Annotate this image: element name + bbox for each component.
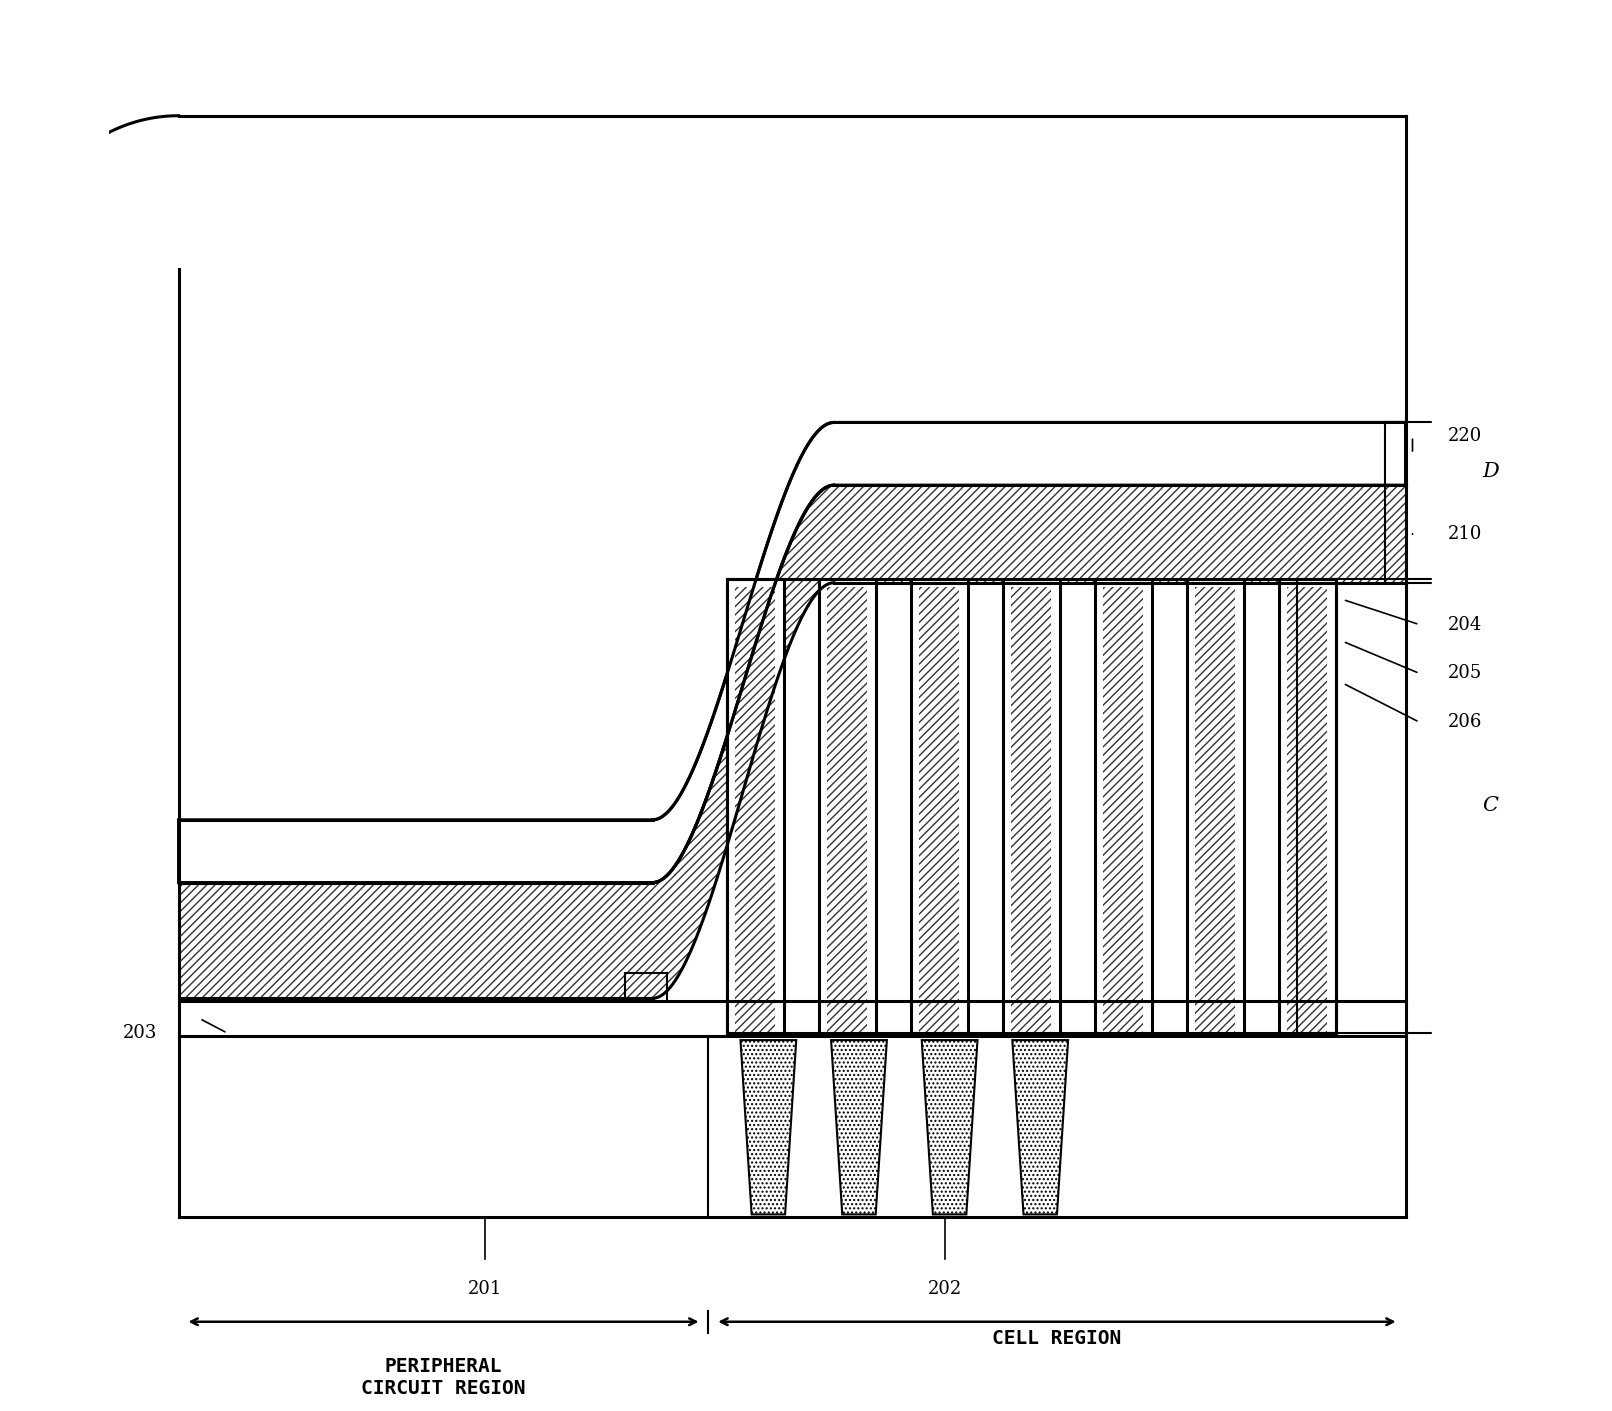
Bar (911, 579, 967, 1033)
Polygon shape (832, 1040, 887, 1215)
Bar (1186, 579, 1244, 1033)
Bar (819, 579, 875, 1033)
Bar (1011, 587, 1051, 1033)
Text: 202: 202 (929, 1280, 962, 1298)
Bar (827, 587, 867, 1033)
Bar (1003, 579, 1059, 1033)
Text: 203: 203 (123, 1024, 158, 1043)
Text: 204: 204 (1448, 615, 1481, 634)
Bar (727, 579, 783, 1033)
Bar (1194, 587, 1235, 1033)
Text: D: D (1481, 461, 1499, 481)
Text: 205: 205 (1448, 665, 1481, 683)
Bar (1103, 587, 1143, 1033)
Text: 201: 201 (467, 1280, 503, 1298)
Text: CELL REGION: CELL REGION (993, 1329, 1122, 1348)
Text: 220: 220 (1448, 428, 1481, 446)
Bar (1095, 579, 1153, 1033)
Polygon shape (922, 1040, 977, 1215)
Polygon shape (179, 422, 1406, 882)
Polygon shape (1012, 1040, 1069, 1215)
Bar (1278, 579, 1336, 1033)
Bar (919, 587, 959, 1033)
Text: C: C (1481, 796, 1498, 816)
Bar (1286, 587, 1327, 1033)
Polygon shape (740, 1040, 796, 1215)
Text: 210: 210 (1448, 525, 1481, 543)
Text: PERIPHERAL
CIRCUIT REGION: PERIPHERAL CIRCUIT REGION (361, 1356, 526, 1398)
Bar (735, 587, 775, 1033)
Polygon shape (179, 485, 1406, 998)
Text: 206: 206 (1448, 713, 1481, 731)
